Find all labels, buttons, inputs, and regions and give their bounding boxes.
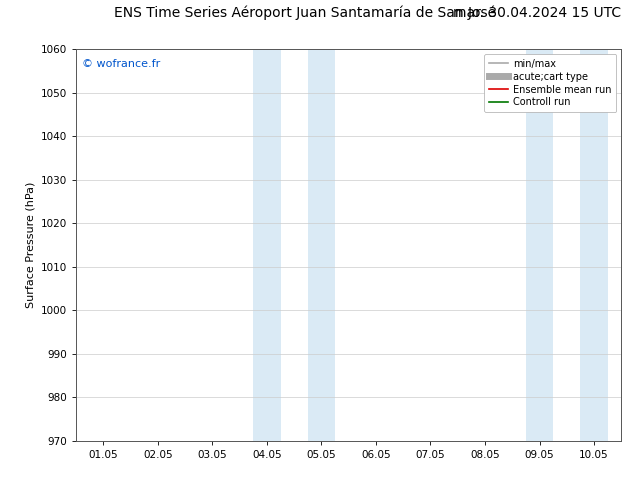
Bar [526,49,553,441]
Bar [253,49,280,441]
Text: mar. 30.04.2024 15 UTC: mar. 30.04.2024 15 UTC [453,5,621,20]
Bar [307,49,335,441]
Y-axis label: Surface Pressure (hPa): Surface Pressure (hPa) [25,182,36,308]
Text: ENS Time Series Aéroport Juan Santamaría de San José: ENS Time Series Aéroport Juan Santamaría… [114,5,496,20]
Bar [580,49,607,441]
Legend: min/max, acute;cart type, Ensemble mean run, Controll run: min/max, acute;cart type, Ensemble mean … [484,54,616,112]
Text: © wofrance.fr: © wofrance.fr [82,59,160,69]
